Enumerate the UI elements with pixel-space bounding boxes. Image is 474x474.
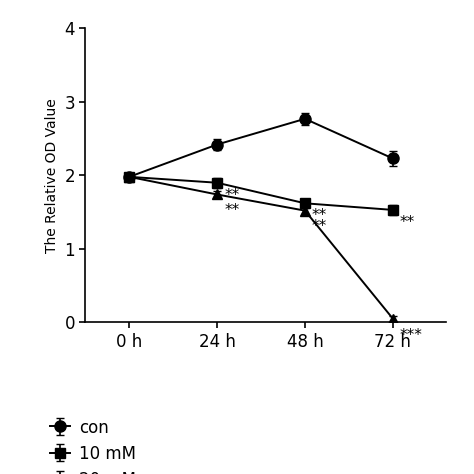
Text: **: ** [224,188,239,203]
Legend: con, 10 mM, 20 mM: con, 10 mM, 20 mM [50,419,136,474]
Text: **: ** [224,202,239,218]
Y-axis label: The Relative OD Value: The Relative OD Value [45,98,59,253]
Text: **: ** [312,208,327,223]
Text: ***: *** [400,328,423,343]
Text: **: ** [312,219,327,234]
Text: **: ** [400,215,415,230]
